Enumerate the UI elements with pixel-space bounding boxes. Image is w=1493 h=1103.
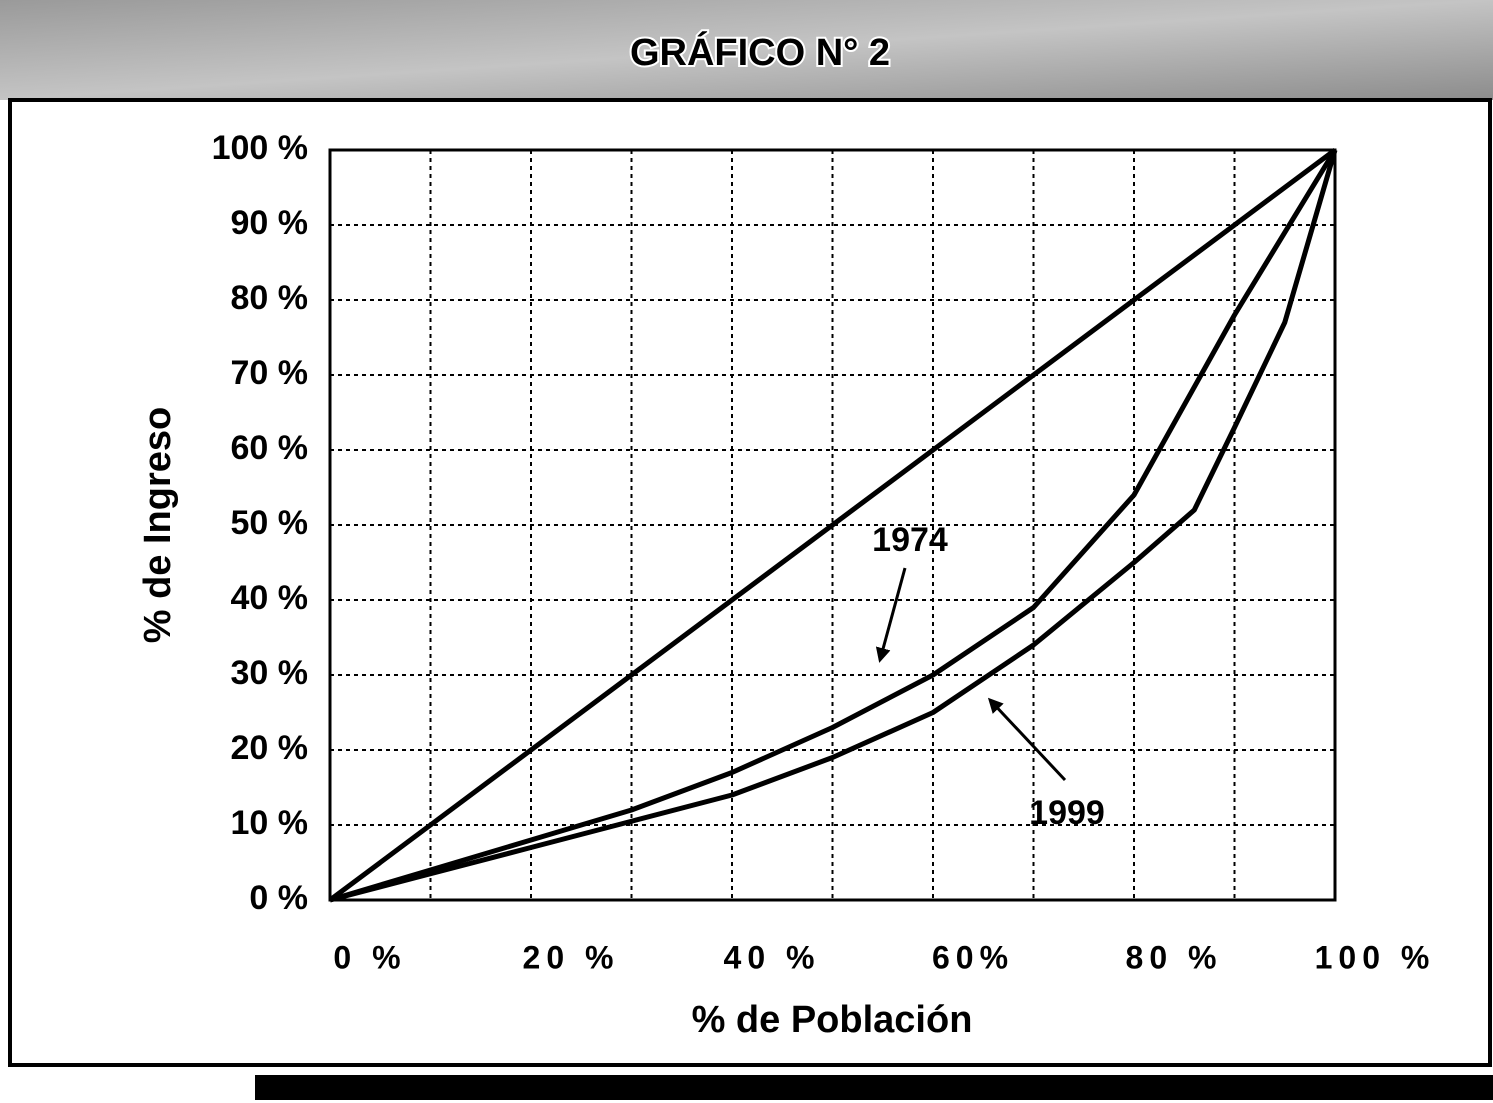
y-tick-label: 30 % [231,654,309,692]
header-band [0,0,1493,100]
series-label: 1974 [872,521,948,559]
y-tick-label: 20 % [231,729,309,767]
frame [8,98,1492,1067]
annotation-arrow [875,567,907,663]
annotation-arrow [987,697,1067,782]
chart-title: GRÁFICO N° 2 [630,30,890,74]
x-tick-label: 40 % [724,939,821,975]
x-axis-label: % de Población [692,999,973,1041]
footer-bar [255,1075,1493,1100]
y-tick-label: 50 % [231,504,309,542]
y-tick-label: 90 % [231,204,309,242]
y-tick-label: 40 % [231,579,309,617]
series-line [329,148,1338,903]
y-tick-label: 60 % [231,429,309,467]
y-tick-label: 0 % [249,879,308,917]
x-tick-label: 60% [932,939,1014,975]
x-tick-label: 0 % [333,939,406,975]
x-tick-label: 20 % [523,939,620,975]
y-axis-label: % de Ingreso [137,407,179,644]
series-label: 1999 [1029,794,1105,832]
y-tick-label: 80 % [231,279,309,317]
series-line [328,147,1337,903]
series-line [329,149,1338,903]
x-tick-label: 100 % [1315,939,1436,975]
y-tick-label: 100 % [212,129,308,167]
x-tick-label: 80 % [1126,939,1223,975]
y-tick-label: 10 % [231,804,309,842]
y-tick-label: 70 % [231,354,309,392]
